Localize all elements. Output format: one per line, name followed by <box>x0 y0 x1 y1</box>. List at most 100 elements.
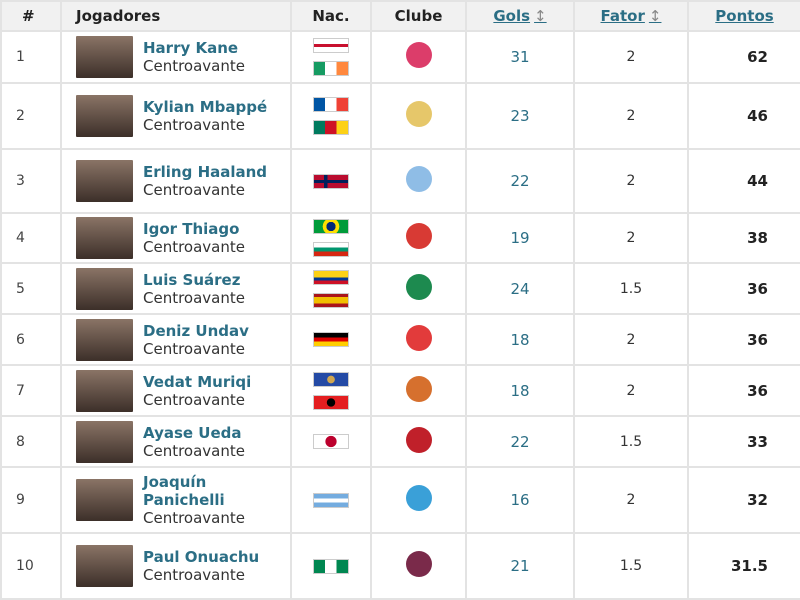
goals: 31 <box>465 30 575 84</box>
flag-argentina-icon <box>313 492 349 508</box>
factor: 2 <box>573 364 689 417</box>
player-cell: Deniz Undav Centroavante <box>60 313 292 366</box>
player-name-link[interactable]: Harry Kane <box>143 39 239 57</box>
player-position: Centroavante <box>143 288 245 307</box>
player-photo <box>76 217 133 259</box>
player-photo <box>76 318 133 361</box>
goals: 18 <box>465 364 575 417</box>
points: 38 <box>687 212 800 264</box>
player-photo <box>76 95 133 137</box>
table-row: 5 Luis Suárez Centroavante 24 1.5 36 <box>0 262 800 315</box>
goals: 22 <box>465 148 575 214</box>
player-photo <box>76 36 133 78</box>
points: 36 <box>687 313 800 366</box>
player-position: Centroavante <box>143 441 245 460</box>
factor: 1.5 <box>573 415 689 468</box>
flag-kosovo-icon <box>313 371 349 387</box>
sort-points[interactable]: Pontos <box>687 0 800 32</box>
points: 46 <box>687 82 800 150</box>
points: 36 <box>687 262 800 315</box>
table-row: 4 Igor Thiago Centroavante 19 2 38 <box>0 212 800 264</box>
table-row: 6 Deniz Undav Centroavante 18 2 36 <box>0 313 800 366</box>
nationality-cell <box>290 82 372 150</box>
player-name-link[interactable]: Erling Haaland <box>143 163 268 181</box>
header-player: Jogadores <box>60 0 292 32</box>
flag-germany-icon <box>313 332 349 347</box>
player-cell: Ayase Ueda Centroavante <box>60 415 292 468</box>
player-position: Centroavante <box>143 566 245 584</box>
nationality-cell <box>290 30 372 84</box>
club-cell <box>370 262 467 315</box>
player-name-link[interactable]: Kylian Mbappé <box>143 98 268 116</box>
table-row: 3 Erling Haaland Centroavante 22 2 44 <box>0 148 800 214</box>
player-position: Centroavante <box>143 116 245 134</box>
player-cell: Paul Onuachu Centroavante <box>60 532 292 600</box>
factor: 1.5 <box>573 532 689 600</box>
flag-cameroon-icon <box>313 120 349 135</box>
goals: 21 <box>465 532 575 600</box>
flag-japan-icon <box>313 434 349 449</box>
player-cell: Harry Kane Centroavante <box>60 30 292 84</box>
player-name-link[interactable]: Deniz Undav <box>143 321 249 340</box>
header-club: Clube <box>370 0 467 32</box>
factor: 2 <box>573 313 689 366</box>
club-cell <box>370 148 467 214</box>
points: 33 <box>687 415 800 468</box>
club-sporting-icon <box>405 273 432 300</box>
table-row: 2 Kylian Mbappé Centroavante 23 2 46 <box>0 82 800 150</box>
rank: 5 <box>0 262 62 315</box>
player-position: Centroavante <box>143 390 245 409</box>
player-cell: Erling Haaland Centroavante <box>60 148 292 214</box>
points: 62 <box>687 30 800 84</box>
player-cell: Luis Suárez Centroavante <box>60 262 292 315</box>
nationality-cell <box>290 364 372 417</box>
rank: 2 <box>0 82 62 150</box>
factor: 2 <box>573 466 689 534</box>
player-name-link[interactable]: Paul Onuachu <box>143 548 260 566</box>
flag-albania-icon <box>313 394 349 410</box>
table-row: 10 Paul Onuachu Centroavante 21 1.5 31.5 <box>0 532 800 600</box>
player-photo <box>76 420 133 463</box>
rank: 10 <box>0 532 62 600</box>
rank: 7 <box>0 364 62 417</box>
player-position: Centroavante <box>143 339 245 358</box>
goals: 19 <box>465 212 575 264</box>
sort-factor[interactable]: Fator ↕ <box>573 0 689 32</box>
flag-bulgaria-icon <box>313 242 349 257</box>
nationality-cell <box>290 532 372 600</box>
club-cell <box>370 30 467 84</box>
header-nat: Nac. <box>290 0 372 32</box>
player-name-link[interactable]: Luis Suárez <box>143 270 241 289</box>
header-rank: # <box>0 0 62 32</box>
player-name-link[interactable]: Igor Thiago <box>143 220 240 238</box>
flag-france-icon <box>313 97 349 112</box>
nationality-cell <box>290 313 372 366</box>
club-cell <box>370 466 467 534</box>
rank: 4 <box>0 212 62 264</box>
club-feyenoord-icon <box>405 426 432 453</box>
nationality-cell <box>290 148 372 214</box>
goals: 23 <box>465 82 575 150</box>
factor: 2 <box>573 30 689 84</box>
club-cell <box>370 212 467 264</box>
club-cell <box>370 313 467 366</box>
points: 32 <box>687 466 800 534</box>
rank: 1 <box>0 30 62 84</box>
club-cell <box>370 364 467 417</box>
table-row: 8 Ayase Ueda Centroavante 22 1.5 33 <box>0 415 800 468</box>
player-name-link[interactable]: Ayase Ueda <box>143 423 242 442</box>
club-strasbourg-icon <box>405 485 432 511</box>
club-manchester-city-icon <box>405 166 432 192</box>
player-photo <box>76 160 133 202</box>
player-photo <box>76 479 133 521</box>
table-row: 1 Harry Kane Centroavante 31 2 62 <box>0 30 800 84</box>
club-cell <box>370 415 467 468</box>
player-name-link[interactable]: Joaquín Panichelli <box>143 473 225 509</box>
club-bayern-munich-icon <box>405 42 432 68</box>
player-cell: Joaquín Panichelli Centroavante <box>60 466 292 534</box>
table-header: # Jogadores Nac. Clube Gols ↕ Fator ↕ Pont… <box>0 0 800 32</box>
flag-ireland-icon <box>313 61 349 76</box>
sort-goals[interactable]: Gols ↕ <box>465 0 575 32</box>
nationality-cell <box>290 466 372 534</box>
player-name-link[interactable]: Vedat Muriqi <box>143 372 252 391</box>
